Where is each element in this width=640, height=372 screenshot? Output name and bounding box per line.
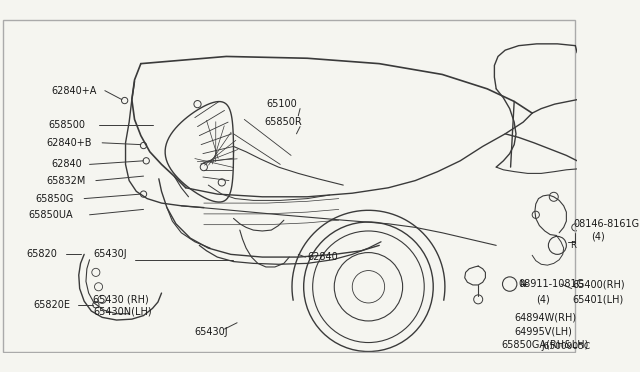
Text: 65832M: 65832M	[46, 176, 86, 186]
Text: 62840+B: 62840+B	[46, 138, 92, 148]
Text: 62840: 62840	[307, 252, 338, 262]
Text: 65430N(LH): 65430N(LH)	[93, 307, 152, 317]
Text: 65430J: 65430J	[194, 327, 228, 337]
Text: 65401(LH): 65401(LH)	[573, 294, 624, 304]
Text: (4): (4)	[536, 294, 550, 304]
Text: (4): (4)	[591, 231, 604, 241]
Text: 65850GA(RH&LH): 65850GA(RH&LH)	[502, 339, 589, 349]
Text: 64894W(RH): 64894W(RH)	[514, 312, 576, 323]
Text: 65850R: 65850R	[264, 117, 302, 127]
Text: 62840+A: 62840+A	[52, 86, 97, 96]
Text: 62840: 62840	[52, 160, 83, 169]
Text: 65850UA: 65850UA	[28, 210, 73, 220]
Text: 64995V(LH): 64995V(LH)	[514, 327, 572, 337]
Text: 65820E: 65820E	[34, 300, 71, 310]
Text: R: R	[570, 241, 576, 250]
Text: 65820: 65820	[27, 249, 58, 259]
Text: 65430J: 65430J	[93, 249, 127, 259]
Text: 08146-8161G: 08146-8161G	[573, 219, 640, 229]
Text: 65850G: 65850G	[36, 193, 74, 203]
Text: 65400(RH): 65400(RH)	[573, 279, 625, 289]
Text: J6500005C: J6500005C	[541, 341, 590, 351]
Text: 658500: 658500	[48, 120, 85, 130]
Text: 08911-1081G: 08911-1081G	[518, 279, 585, 289]
Text: 65100: 65100	[266, 99, 296, 109]
Text: N: N	[520, 280, 526, 289]
Text: 65430 (RH): 65430 (RH)	[93, 294, 149, 304]
